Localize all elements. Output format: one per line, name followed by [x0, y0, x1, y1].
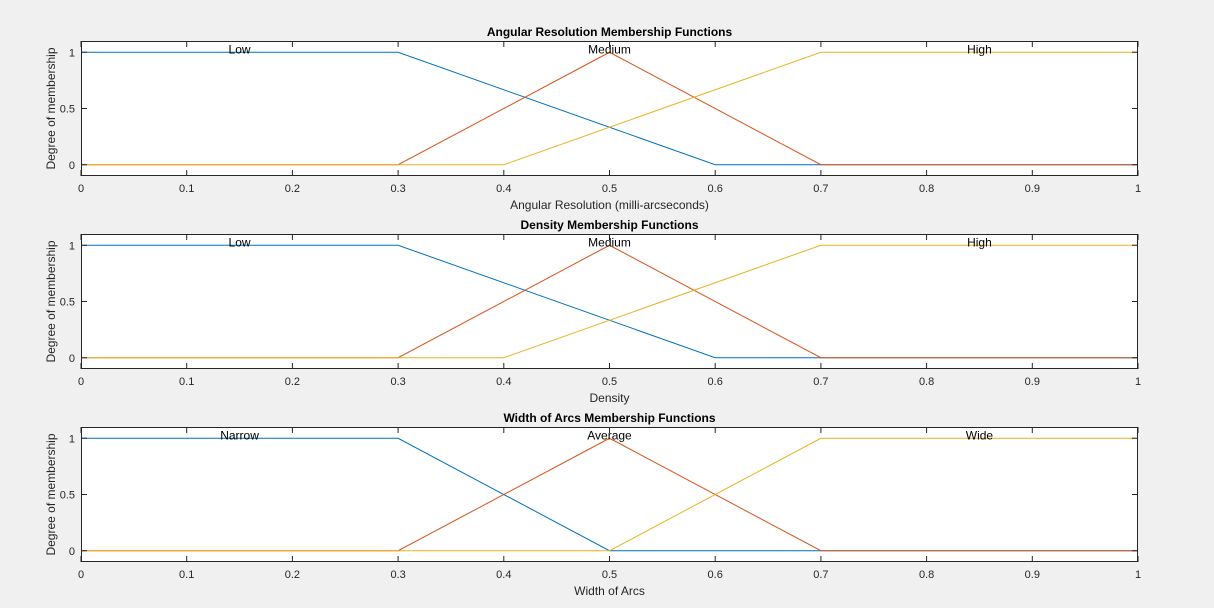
series-line-high: [81, 51, 1138, 166]
series-line-wide: [81, 437, 1138, 552]
x-tick-label: 0: [78, 376, 84, 388]
y-tick-label: 0.5: [60, 104, 75, 116]
y-tick-label: 1: [69, 47, 75, 59]
y-tick-label: 0.5: [60, 490, 75, 502]
x-tick-label: 0.2: [285, 183, 300, 195]
x-axis-label: Density: [589, 391, 629, 405]
series-label-low: Low: [229, 235, 251, 249]
chart-title: Angular Resolution Membership Functions: [487, 25, 733, 39]
x-tick-label: 0.5: [602, 183, 617, 195]
chart-title: Density Membership Functions: [520, 218, 698, 232]
y-tick-label: 0: [69, 160, 75, 172]
plot-area: [81, 427, 1138, 562]
x-tick-label: 0: [78, 569, 84, 581]
y-tick-label: 0: [69, 353, 75, 365]
x-tick-label: 0.9: [1025, 569, 1040, 581]
chart-title: Width of Arcs Membership Functions: [503, 411, 715, 425]
y-axis-label: Degree of membership: [44, 240, 58, 362]
x-tick-label: 1: [1135, 376, 1141, 388]
series-label-high: High: [967, 235, 992, 249]
membership-plot: 0 0.1 0.2 0.3 0.4 0.5 0.6 0.7 0.8 0.9 1 0 0.5 1 Width …: [44, 411, 1141, 598]
series-label-low: Low: [229, 42, 251, 56]
x-tick-label: 0.7: [813, 376, 828, 388]
series-label-medium: Medium: [588, 235, 631, 249]
plot-area: [81, 41, 1138, 176]
x-tick-label: 1: [1135, 569, 1141, 581]
x-tick-label: 1: [1135, 183, 1141, 195]
x-tick-label: 0.6: [708, 569, 723, 581]
y-tick-label: 1: [69, 433, 75, 445]
plot-area: [81, 234, 1138, 369]
x-tick-label: 0.4: [496, 376, 511, 388]
x-tick-label: 0.7: [813, 183, 828, 195]
series-label-narrow: Narrow: [220, 428, 259, 442]
x-tick-label: 0.7: [813, 569, 828, 581]
membership-plot: 0 0.1 0.2 0.3 0.4 0.5 0.6 0.7 0.8 0.9 1 0 0.5 1 Densit…: [44, 218, 1141, 405]
x-tick-label: 0.8: [919, 569, 934, 581]
x-tick-label: 0.1: [179, 376, 194, 388]
x-tick-label: 0.4: [496, 569, 511, 581]
x-tick-label: 0.3: [390, 569, 405, 581]
x-tick-label: 0.8: [919, 376, 934, 388]
x-tick-label: 0.2: [285, 376, 300, 388]
x-tick-label: 0: [78, 183, 84, 195]
y-axis-label: Degree of membership: [44, 433, 58, 555]
x-tick-label: 0.9: [1025, 183, 1040, 195]
series-label-wide: Wide: [966, 428, 994, 442]
x-tick-label: 0.1: [179, 569, 194, 581]
x-tick-label: 0.2: [285, 569, 300, 581]
y-axis-label: Degree of membership: [44, 47, 58, 169]
y-tick-label: 1: [69, 240, 75, 252]
membership-plot: 0 0.1 0.2 0.3 0.4 0.5 0.6 0.7 0.8 0.9 1 0 0.5 1 Angula…: [44, 25, 1141, 212]
x-tick-label: 0.3: [390, 183, 405, 195]
x-axis-label: Angular Resolution (milli-arcseconds): [510, 198, 709, 212]
x-tick-label: 0.5: [602, 376, 617, 388]
series-line-high: [81, 244, 1138, 359]
series-label-average: Average: [587, 428, 632, 442]
x-tick-label: 0.1: [179, 183, 194, 195]
y-tick-label: 0: [69, 546, 75, 558]
x-axis-label: Width of Arcs: [574, 584, 645, 598]
x-tick-label: 0.4: [496, 183, 511, 195]
x-tick-label: 0.5: [602, 569, 617, 581]
x-tick-label: 0.8: [919, 183, 934, 195]
x-tick-label: 0.3: [390, 376, 405, 388]
x-tick-label: 0.6: [708, 376, 723, 388]
y-tick-label: 0.5: [60, 297, 75, 309]
x-tick-label: 0.6: [708, 183, 723, 195]
x-tick-label: 0.9: [1025, 376, 1040, 388]
series-label-medium: Medium: [588, 42, 631, 56]
series-label-high: High: [967, 42, 992, 56]
